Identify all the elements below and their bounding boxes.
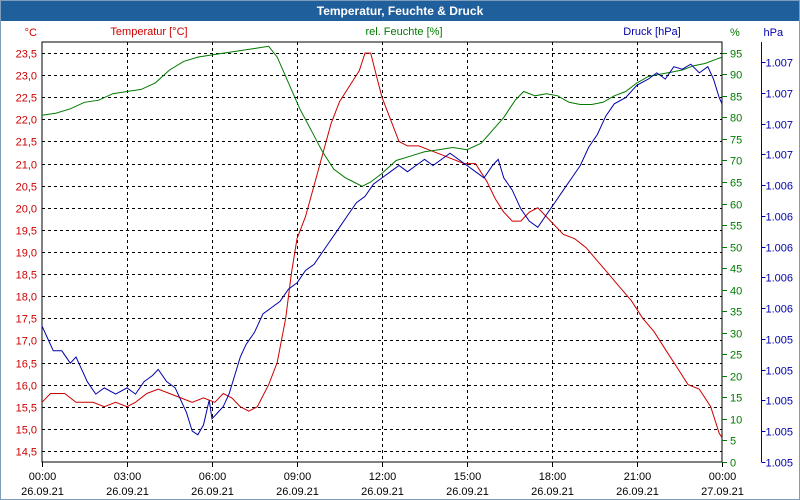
- humidity-tick-label: 70: [730, 156, 742, 168]
- humidity-tick-label: 10: [730, 415, 742, 427]
- pressure-tick-label: 1.007: [766, 89, 794, 101]
- temperature-tick-label: 14,5: [16, 447, 37, 459]
- humidity-tick-label: 20: [730, 372, 742, 384]
- temperature-tick-label: 19,0: [16, 248, 37, 260]
- pressure-tick-label: 1.006: [766, 304, 794, 316]
- temperature-tick-label: 19,5: [16, 226, 37, 238]
- temperature-tick-label: 21,5: [16, 137, 37, 149]
- temperature-tick-label: 21,0: [16, 160, 37, 172]
- temperature-tick-label: 18,0: [16, 292, 37, 304]
- x-tick-time: 09:00: [284, 471, 312, 483]
- x-tick-date: 27.09.21: [701, 486, 744, 498]
- humidity-tick-label: 80: [730, 113, 742, 125]
- humidity-tick-label: 95: [730, 49, 742, 61]
- temperature-unit-label: °C: [25, 27, 37, 39]
- x-tick-time: 21:00: [624, 471, 652, 483]
- humidity-tick-label: 40: [730, 286, 742, 298]
- pressure-tick-label: 1.007: [766, 58, 794, 70]
- x-tick-time: 18:00: [539, 471, 567, 483]
- temperature-tick-label: 22,5: [16, 93, 37, 105]
- temperature-tick-label: 16,5: [16, 359, 37, 371]
- temperature-tick-label: 20,5: [16, 182, 37, 194]
- temperature-tick-label: 18,5: [16, 270, 37, 282]
- humidity-tick-label: 90: [730, 70, 742, 82]
- x-tick-date: 26.09.21: [276, 486, 319, 498]
- temperature-tick-label: 23,5: [16, 49, 37, 61]
- pressure-tick-label: 1.005: [766, 366, 794, 378]
- chart-plot: 14,5 15,0 15,5 16,0 16,5 17,0 17,5 18,0 18,5 19,0…: [16, 26, 794, 498]
- pressure-tick-label: 1.005: [766, 458, 794, 470]
- temperature-tick-label: 22,0: [16, 115, 37, 127]
- series-line-temperature: [41, 52, 723, 438]
- humidity-tick-label: 85: [730, 92, 742, 104]
- x-tick-time: 15:00: [454, 471, 482, 483]
- humidity-tick-label: 45: [730, 264, 742, 276]
- x-tick-date: 26.09.21: [106, 486, 149, 498]
- humidity-tick-label: 0: [730, 458, 736, 470]
- x-tick-time: 03:00: [114, 471, 142, 483]
- humidity-tick-label: 15: [730, 393, 742, 405]
- pressure-axis-title: Druck [hPa]: [623, 26, 680, 38]
- humidity-tick-label: 5: [730, 436, 736, 448]
- temperature-tick-label: 17,5: [16, 314, 37, 326]
- series-line-pressure: [41, 63, 723, 436]
- series-line-humidity: [41, 45, 723, 187]
- humidity-axis-title: rel. Feuchte [%]: [365, 26, 442, 38]
- chart-title: Temperatur, Feuchte & Druck: [1, 1, 799, 21]
- x-tick-date: 26.09.21: [616, 486, 659, 498]
- temperature-tick-label: 20,0: [16, 204, 37, 216]
- pressure-tick-label: 1.006: [766, 212, 794, 224]
- pressure-tick-label: 1.006: [766, 273, 794, 285]
- pressure-tick-label: 1.005: [766, 427, 794, 439]
- temperature-tick-label: 15,0: [16, 425, 37, 437]
- pressure-tick-label: 1.005: [766, 396, 794, 408]
- x-tick-time: 06:00: [199, 471, 227, 483]
- x-tick-date: 26.09.21: [361, 486, 404, 498]
- temperature-tick-label: 15,5: [16, 403, 37, 415]
- temperature-tick-label: 23,0: [16, 71, 37, 83]
- x-tick-date: 26.09.21: [446, 486, 489, 498]
- humidity-unit-label: %: [730, 27, 740, 39]
- x-tick-time: 12:00: [369, 471, 397, 483]
- pressure-tick-label: 1.006: [766, 181, 794, 193]
- pressure-tick-label: 1.007: [766, 150, 794, 162]
- humidity-tick-label: 65: [730, 178, 742, 190]
- humidity-tick-label: 75: [730, 135, 742, 147]
- pressure-unit-label: hPa: [764, 27, 784, 39]
- humidity-tick-label: 60: [730, 200, 742, 212]
- x-tick-date: 26.09.21: [21, 486, 64, 498]
- humidity-tick-label: 35: [730, 307, 742, 319]
- x-tick-date: 26.09.21: [531, 486, 574, 498]
- humidity-tick-label: 50: [730, 243, 742, 255]
- pressure-tick-label: 1.005: [766, 335, 794, 347]
- pressure-tick-label: 1.006: [766, 243, 794, 255]
- temperature-tick-label: 16,0: [16, 381, 37, 393]
- humidity-tick-label: 55: [730, 221, 742, 233]
- humidity-tick-label: 25: [730, 350, 742, 362]
- x-tick-time: 00:00: [709, 471, 737, 483]
- temperature-tick-label: 17,0: [16, 336, 37, 348]
- x-tick-time: 00:00: [29, 471, 57, 483]
- humidity-tick-label: 30: [730, 329, 742, 341]
- x-tick-date: 26.09.21: [191, 486, 234, 498]
- pressure-tick-label: 1.007: [766, 120, 794, 132]
- temperature-axis-title: Temperatur [°C]: [110, 26, 187, 38]
